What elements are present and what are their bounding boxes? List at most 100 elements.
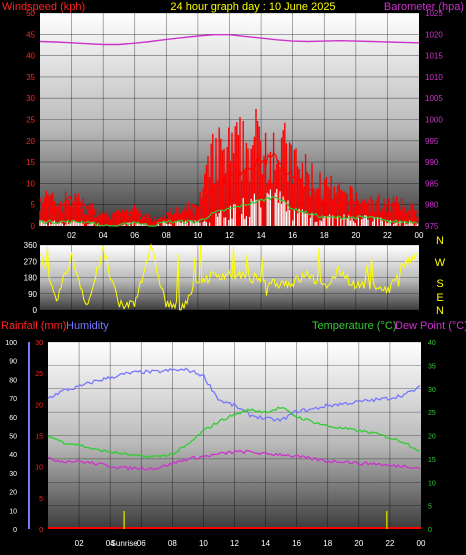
- wind-baro-time-ticks: 02 04 06 08 10 12 14 16 18 20 22 00: [67, 231, 424, 240]
- humidity-tick: 10: [9, 508, 17, 515]
- windspeed-tick: 5: [31, 201, 36, 210]
- temperature-ticks: 0 5 10 15 20 25 30 35 40: [428, 340, 436, 534]
- temp-hum-series: [47, 367, 421, 529]
- barometer-tick: 1025: [425, 9, 443, 18]
- temperature-tick: 0: [428, 527, 432, 534]
- direction-degree-tick: 180: [24, 274, 38, 283]
- time-tick: 22: [383, 231, 392, 240]
- temperature-tick: 20: [428, 434, 436, 441]
- rainfall-ticks: 0 5 10 15 20 25 30: [35, 340, 43, 534]
- wind-direction-grid: [40, 244, 419, 311]
- temperature-tick: 35: [428, 363, 436, 370]
- rainfall-tick: 0: [39, 527, 43, 534]
- windspeed-tick: 35: [26, 73, 35, 82]
- rainfall-tick: 10: [35, 465, 43, 472]
- compass-tick: N: [436, 305, 444, 317]
- time-tick: 04: [99, 231, 108, 240]
- wind-direction-series: [39, 243, 419, 311]
- windspeed-tick: 15: [26, 158, 35, 167]
- direction-degree-tick: 90: [28, 290, 37, 299]
- windspeed-ticks: 0 5 10 15 20 25 30 35 40 45 50: [26, 9, 35, 231]
- humidity-line: [47, 367, 421, 423]
- temp-hum-grid: [48, 341, 421, 530]
- barometer-tick: 985: [425, 179, 439, 188]
- barometer-tick: 980: [425, 201, 439, 210]
- direction-degree-tick: 0: [33, 306, 38, 315]
- time-tick: 14: [261, 539, 270, 548]
- time-tick: 12: [225, 231, 234, 240]
- windspeed-tick: 40: [26, 52, 35, 61]
- barometer-tick: 1020: [425, 30, 443, 39]
- barometer-tick: 995: [425, 137, 439, 146]
- compass-tick: N: [436, 235, 444, 247]
- graph-title: 24 hour graph day : 10 June 2025: [170, 1, 335, 13]
- humidity-tick: 80: [9, 377, 17, 384]
- direction-degree-tick: 270: [24, 257, 38, 266]
- barometer-ticks: 975 980 985 990 995 1000 1005 1010 1015 1020 1025: [425, 9, 443, 231]
- time-tick: 06: [137, 539, 146, 548]
- barometer-tick: 1010: [425, 73, 443, 82]
- direction-degree-ticks: 360 270 180 90 0: [24, 241, 38, 315]
- barometer-tick: 1000: [425, 116, 443, 125]
- temperature-tick: 30: [428, 387, 436, 394]
- time-tick: 10: [199, 539, 208, 548]
- dewpoint-axis-title: Dew Point (°C): [395, 320, 466, 332]
- rainfall-axis-title: Rainfall (mm): [1, 320, 66, 332]
- rainfall-tick: 15: [35, 434, 43, 441]
- barometer-line: [39, 34, 420, 46]
- time-tick: 02: [75, 539, 84, 548]
- time-tick: 02: [67, 231, 76, 240]
- windspeed-tick: 25: [26, 116, 35, 125]
- time-tick: 06: [130, 231, 139, 240]
- time-tick: 14: [257, 231, 266, 240]
- rainfall-tick: 20: [35, 402, 43, 409]
- compass-tick: E: [436, 292, 443, 304]
- time-tick: 08: [168, 539, 177, 548]
- windspeed-tick: 0: [31, 222, 36, 231]
- humidity-tick: 90: [9, 359, 17, 366]
- temp-hum-rain-panel: 0 10 20 30 40 50 60 70 80 90 100 0 5 10 15 20 25 30 0 5 10…: [5, 340, 436, 548]
- temperature-tick: 15: [428, 457, 436, 464]
- windspeed-tick: 50: [26, 9, 35, 18]
- temperature-tick: 10: [428, 480, 436, 487]
- temperature-tick: 5: [428, 504, 432, 511]
- temperature-line: [47, 406, 421, 459]
- compass-tick: S: [436, 278, 443, 290]
- wind-baro-series: [39, 34, 420, 228]
- time-tick: 16: [292, 539, 301, 548]
- time-tick: 16: [288, 231, 297, 240]
- humidity-tick: 0: [13, 527, 17, 534]
- dewpoint-line: [47, 449, 421, 471]
- humidity-axis-title: Humidity: [66, 320, 109, 332]
- windspeed-tick: 30: [26, 94, 35, 103]
- humidity-tick: 20: [9, 490, 17, 497]
- time-tick: 00: [417, 539, 426, 548]
- time-tick: 22: [385, 539, 394, 548]
- humidity-tick: 30: [9, 471, 17, 478]
- humidity-tick: 50: [9, 434, 17, 441]
- windspeed-tick: 20: [26, 137, 35, 146]
- compass-tick: W: [435, 257, 446, 269]
- humidity-ticks: 0 10 20 30 40 50 60 70 80 90 100: [5, 340, 17, 534]
- windspeed-tick: 10: [26, 179, 35, 188]
- wind-average-line: [39, 195, 419, 227]
- humidity-tick: 70: [9, 396, 17, 403]
- direction-degree-tick: 360: [24, 241, 38, 250]
- time-tick: 20: [351, 231, 360, 240]
- temperature-tick: 25: [428, 410, 436, 417]
- barometer-tick: 975: [425, 222, 439, 231]
- rainfall-tick: 25: [35, 371, 43, 378]
- time-tick: 00: [415, 231, 424, 240]
- humidity-tick: 40: [9, 452, 17, 459]
- temperature-axis-title: Temperature (°C): [312, 320, 396, 332]
- time-tick: 18: [320, 231, 329, 240]
- time-tick: 04: [106, 539, 115, 548]
- time-tick: 18: [323, 539, 332, 548]
- barometer-axis-title: Barometer (hpa): [384, 1, 464, 13]
- humidity-tick: 100: [5, 340, 17, 347]
- time-tick: 20: [354, 539, 363, 548]
